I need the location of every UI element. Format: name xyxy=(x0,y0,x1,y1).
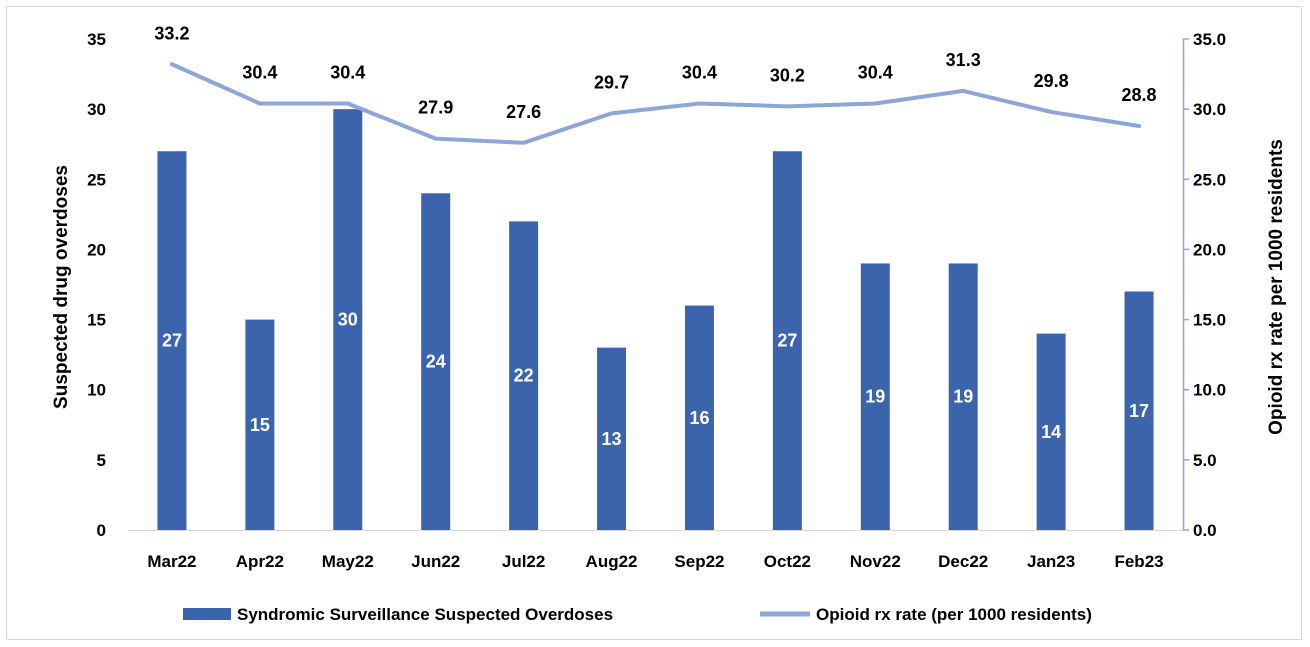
legend-bar-swatch xyxy=(183,608,231,620)
bar-label-Nov22: 19 xyxy=(865,387,885,407)
bar-label-May22: 30 xyxy=(338,310,358,330)
y-tick-30: 30 xyxy=(87,100,106,119)
line-label-Oct22: 30.2 xyxy=(770,65,805,85)
bar-Feb23 xyxy=(1124,291,1154,530)
x-tick-Jul22: Jul22 xyxy=(502,552,545,571)
bar-label-Dec22: 19 xyxy=(953,387,973,407)
bar-Jan23 xyxy=(1036,333,1066,530)
legend-bar-label: Syndromic Surveillance Suspected Overdos… xyxy=(237,605,613,624)
line-label-Feb23: 28.8 xyxy=(1122,85,1157,105)
x-tick-Feb23: Feb23 xyxy=(1114,552,1163,571)
y-tick-35: 35 xyxy=(87,30,106,49)
y-tick-0: 0 xyxy=(97,521,106,540)
y2-tick-30.0: 30.0 xyxy=(1193,100,1226,119)
bar-label-Jan23: 14 xyxy=(1041,422,1061,442)
x-tick-Apr22: Apr22 xyxy=(236,552,284,571)
y-tick-20: 20 xyxy=(87,240,106,259)
x-tick-Nov22: Nov22 xyxy=(850,552,901,571)
x-tick-Aug22: Aug22 xyxy=(586,552,638,571)
line-label-Sep22: 30.4 xyxy=(682,63,717,83)
bar-label-Aug22: 13 xyxy=(602,429,622,449)
legend: Syndromic Surveillance Suspected Overdos… xyxy=(183,605,1092,624)
line-label-Apr22: 30.4 xyxy=(242,63,277,83)
y2-tick-10.0: 10.0 xyxy=(1193,381,1226,400)
y2-tick-25.0: 25.0 xyxy=(1193,170,1226,189)
bar-data-labels: 27 15 30 24 22 13 16 27 19 19 14 17 xyxy=(162,310,1149,449)
bar-label-Oct22: 27 xyxy=(777,331,797,351)
line-label-Jun22: 27.9 xyxy=(418,98,453,118)
bar-label-Sep22: 16 xyxy=(689,408,709,428)
line-label-Jan23: 29.8 xyxy=(1034,71,1069,91)
left-axis-title: Suspected drug overdoses xyxy=(51,165,72,409)
bar-label-Apr22: 15 xyxy=(250,415,270,435)
bar-Jul22 xyxy=(509,221,539,530)
axes xyxy=(128,39,1185,531)
y2-tick-0.0: 0.0 xyxy=(1193,521,1217,540)
y2-tick-35.0: 35.0 xyxy=(1193,30,1226,49)
bar-Mar22 xyxy=(157,151,187,530)
bar-Sep22 xyxy=(684,305,714,530)
line-data-labels: 33.2 30.4 30.4 27.9 27.6 29.7 30.4 30.2 30.4 31.3… xyxy=(154,23,1156,122)
bar-Aug22 xyxy=(597,347,627,530)
bar-May22 xyxy=(333,109,363,531)
bar-Oct22 xyxy=(772,151,802,530)
right-axis-ticks: 0.0 5.0 10.0 15.0 20.0 25.0 30.0 35.0 xyxy=(1183,30,1226,540)
x-tick-Dec22: Dec22 xyxy=(938,552,988,571)
y2-tick-20.0: 20.0 xyxy=(1193,240,1226,259)
left-axis-ticks: 0 5 10 15 20 25 30 35 xyxy=(87,30,106,540)
x-tick-May22: May22 xyxy=(322,552,374,571)
line-label-Dec22: 31.3 xyxy=(946,50,981,70)
bar-label-Jul22: 22 xyxy=(514,366,534,386)
x-axis-ticks: Mar22 Apr22 May22 Jun22 Jul22 Aug22 Sep22 Oct22… xyxy=(147,552,1163,571)
right-axis-title: Opioid rx rate per 1000 residents xyxy=(1266,139,1287,435)
line-label-Jul22: 27.6 xyxy=(506,102,541,122)
line-label-May22: 30.4 xyxy=(330,63,365,83)
y-tick-10: 10 xyxy=(87,381,106,400)
chart-frame xyxy=(6,6,1302,640)
line-label-Mar22: 33.2 xyxy=(154,23,189,43)
x-tick-Mar22: Mar22 xyxy=(147,552,196,571)
x-tick-Jan23: Jan23 xyxy=(1027,552,1075,571)
bar-Dec22 xyxy=(948,263,978,530)
y-tick-15: 15 xyxy=(87,311,106,330)
bar-Nov22 xyxy=(860,263,890,530)
y-tick-25: 25 xyxy=(87,170,106,189)
bar-label-Feb23: 17 xyxy=(1129,401,1149,421)
bar-series xyxy=(157,109,1154,531)
line-path xyxy=(169,62,1142,145)
y2-tick-15.0: 15.0 xyxy=(1193,311,1226,330)
bar-label-Jun22: 24 xyxy=(426,352,446,372)
line-label-Aug22: 29.7 xyxy=(594,72,629,92)
line-series xyxy=(169,62,1142,145)
bar-Apr22 xyxy=(245,319,275,530)
legend-line-label: Opioid rx rate (per 1000 residents) xyxy=(816,605,1092,624)
y2-tick-5.0: 5.0 xyxy=(1193,451,1217,470)
bar-Jun22 xyxy=(421,193,451,531)
bar-label-Mar22: 27 xyxy=(162,331,182,351)
y-tick-5: 5 xyxy=(97,451,106,470)
x-tick-Jun22: Jun22 xyxy=(411,552,460,571)
x-tick-Sep22: Sep22 xyxy=(674,552,724,571)
line-label-Nov22: 30.4 xyxy=(858,63,893,83)
x-tick-Oct22: Oct22 xyxy=(764,552,811,571)
